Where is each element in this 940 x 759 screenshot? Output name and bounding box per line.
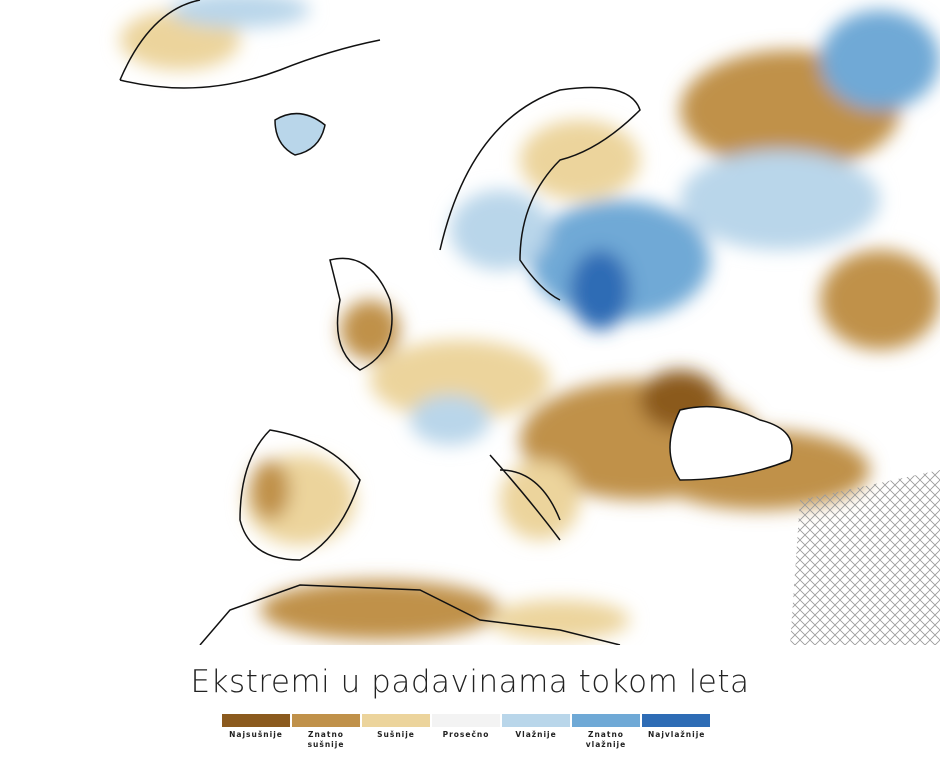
legend-item: Sušnije [362, 714, 430, 750]
legend-swatch [362, 714, 430, 727]
precipitation-field [120, 0, 940, 640]
legend-swatch [572, 714, 640, 727]
legend-item: Znatno sušnije [292, 714, 360, 750]
legend-label: Sušnije [377, 730, 415, 739]
legend-swatch [292, 714, 360, 727]
coastline [239, 429, 361, 561]
coastline [199, 584, 621, 645]
legend-item: Prosečno [432, 714, 500, 750]
map-title: Ekstremi u padavinama tokom leta [190, 664, 750, 700]
black-sea [669, 405, 793, 481]
legend-swatch [432, 714, 500, 727]
coastline [119, 0, 381, 89]
legend-label: Prosečno [442, 730, 490, 739]
legend-label: Najvlažnije [648, 730, 706, 739]
legend-label: Vlažnije [515, 730, 557, 739]
legend-item: Najvlažnije [642, 714, 710, 750]
legend-swatch [642, 714, 710, 727]
no-data-area [790, 470, 940, 645]
legend-item: Znatno vlažnije [572, 714, 640, 750]
legend-item: Vlažnije [502, 714, 570, 750]
legend-swatch [222, 714, 290, 727]
legend-item: Najsušnije [222, 714, 290, 750]
map [119, 0, 940, 645]
legend-label: Najsušnije [229, 730, 283, 739]
coastline [439, 86, 641, 301]
legend-swatch [502, 714, 570, 727]
coastline [489, 454, 561, 541]
legend-label: Znatno sušnije [307, 730, 345, 749]
iceland [274, 112, 326, 156]
legend: Najsušnije Znatno sušnije Sušnije Prosečno V… [222, 714, 710, 750]
coastline [329, 257, 393, 371]
legend-label: Znatno vlažnije [585, 730, 627, 749]
